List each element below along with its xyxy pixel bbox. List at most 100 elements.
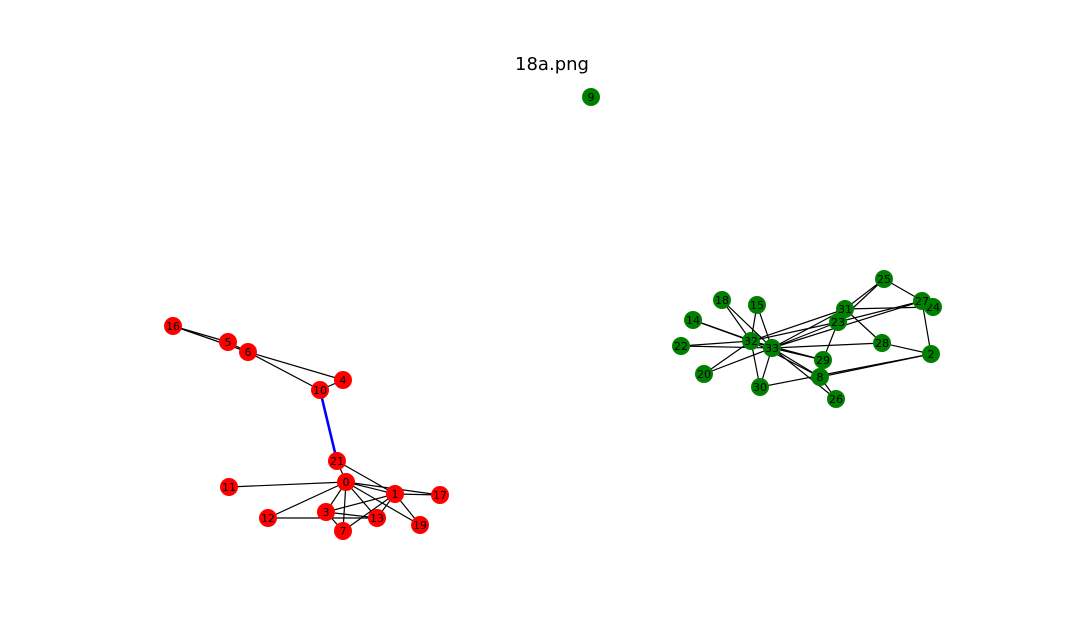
node-circle-32 — [742, 332, 760, 350]
node-label-28: 28 — [875, 337, 889, 350]
node-label-31: 31 — [838, 303, 852, 316]
node-18: 18 — [713, 291, 731, 309]
node-circle-29 — [814, 351, 832, 369]
node-circle-1 — [386, 485, 404, 503]
node-circle-28 — [873, 334, 891, 352]
node-circle-14 — [684, 311, 702, 329]
node-label-30: 30 — [753, 381, 767, 394]
edge-layer — [172, 278, 934, 532]
node-label-8: 8 — [817, 371, 824, 384]
edge-22-32 — [680, 340, 752, 347]
node-7: 7 — [334, 522, 352, 540]
node-circle-27 — [913, 292, 931, 310]
node-label-1: 1 — [392, 488, 399, 501]
node-circle-19 — [411, 516, 429, 534]
edge-22-33 — [680, 345, 773, 349]
node-circle-18 — [713, 291, 731, 309]
node-label-5: 5 — [225, 336, 232, 349]
node-label-10: 10 — [313, 384, 327, 397]
edge-21-1 — [336, 460, 396, 495]
node-label-27: 27 — [915, 295, 929, 308]
edge-33-28 — [771, 342, 883, 349]
node-20: 20 — [695, 365, 713, 383]
edge-6-4 — [247, 351, 344, 381]
node-circle-2 — [922, 345, 940, 363]
node-label-20: 20 — [697, 368, 711, 381]
node-30: 30 — [751, 378, 769, 396]
node-circle-10 — [311, 381, 329, 399]
edge-20-32 — [703, 340, 752, 375]
node-circle-31 — [836, 300, 854, 318]
edge-33-8 — [771, 347, 821, 378]
node-label-13: 13 — [370, 512, 384, 525]
node-label-4: 4 — [340, 374, 347, 387]
node-19: 19 — [411, 516, 429, 534]
node-29: 29 — [814, 351, 832, 369]
node-15: 15 — [748, 296, 766, 314]
node-circle-33 — [763, 339, 781, 357]
node-31: 31 — [836, 300, 854, 318]
edge-33-23 — [771, 321, 839, 349]
edge-33-26 — [771, 347, 837, 400]
edge-20-33 — [703, 347, 773, 375]
node-circle-20 — [695, 365, 713, 383]
node-11: 11 — [220, 478, 238, 496]
node-3: 3 — [317, 503, 335, 521]
node-12: 12 — [259, 509, 277, 527]
node-8: 8 — [811, 368, 829, 386]
node-label-26: 26 — [829, 393, 843, 406]
node-32: 32 — [742, 332, 760, 350]
node-label-6: 6 — [245, 346, 252, 359]
edge-6-10 — [247, 351, 321, 391]
edge-0-19 — [345, 481, 421, 526]
edge-16-6 — [172, 325, 249, 353]
node-16: 16 — [164, 317, 182, 335]
edge-11-0 — [228, 481, 347, 488]
node-circle-12 — [259, 509, 277, 527]
node-label-11: 11 — [222, 481, 236, 494]
node-21: 21 — [328, 452, 346, 470]
node-0: 0 — [337, 473, 355, 491]
node-label-29: 29 — [816, 354, 830, 367]
node-circle-4 — [334, 371, 352, 389]
edge-32-23 — [750, 321, 839, 342]
node-1: 1 — [386, 485, 404, 503]
node-circle-3 — [317, 503, 335, 521]
edge-32-31 — [750, 308, 846, 342]
node-27: 27 — [913, 292, 931, 310]
node-label-15: 15 — [750, 299, 764, 312]
node-5: 5 — [219, 333, 237, 351]
node-label-18: 18 — [715, 294, 729, 307]
node-label-7: 7 — [340, 525, 347, 538]
node-26: 26 — [827, 390, 845, 408]
node-circle-16 — [164, 317, 182, 335]
edge-12-0 — [267, 481, 347, 519]
node-33: 33 — [763, 339, 781, 357]
node-label-23: 23 — [831, 316, 845, 329]
node-circle-6 — [239, 343, 257, 361]
node-13: 13 — [368, 509, 386, 527]
node-label-16: 16 — [166, 320, 180, 333]
node-label-2: 2 — [928, 348, 935, 361]
node-22: 22 — [672, 337, 690, 355]
node-25: 25 — [875, 270, 893, 288]
node-9: 9 — [582, 88, 600, 106]
node-label-22: 22 — [674, 340, 688, 353]
node-label-32: 32 — [744, 335, 758, 348]
node-10: 10 — [311, 381, 329, 399]
node-label-19: 19 — [413, 519, 427, 532]
node-14: 14 — [684, 311, 702, 329]
node-2: 2 — [922, 345, 940, 363]
edge-18-33 — [721, 299, 773, 349]
node-circle-26 — [827, 390, 845, 408]
node-label-12: 12 — [261, 512, 275, 525]
edge-8-2 — [819, 353, 932, 378]
node-label-9: 9 — [588, 91, 595, 104]
node-label-25: 25 — [877, 273, 891, 286]
node-circle-25 — [875, 270, 893, 288]
node-circle-11 — [220, 478, 238, 496]
edge-23-27 — [837, 300, 923, 323]
node-28: 28 — [873, 334, 891, 352]
node-circle-8 — [811, 368, 829, 386]
edge-1-3 — [325, 493, 396, 513]
